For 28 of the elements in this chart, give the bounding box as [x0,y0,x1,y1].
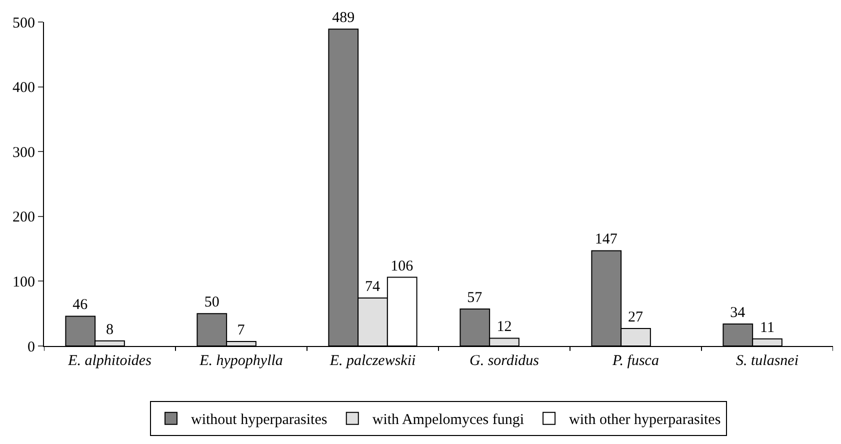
y-tick-label: 0 [28,339,35,356]
data-label: 11 [760,320,774,336]
legend-label: with other hyperparasites [569,412,721,428]
data-label: 50 [204,294,220,311]
y-tick-label: 500 [12,15,35,32]
data-label: 12 [496,319,512,336]
data-label: 7 [237,322,246,338]
legend-label: with Ampelomyces fungi [372,412,524,428]
data-label: 106 [390,258,414,274]
data-label: 147 [594,232,618,248]
y-tick-label: 300 [12,144,35,161]
y-tick-label: 200 [12,210,35,226]
x-tick-label: P. fusca [612,353,659,369]
x-tick-label: S. tulasnei [736,353,798,369]
data-label: 46 [72,297,88,314]
x-tick-label: G. sordidus [470,353,540,369]
y-tick-label: 100 [12,274,35,290]
x-tick-label: E. palczewskii [328,353,416,369]
data-label: 57 [467,290,483,306]
data-label: 8 [106,322,114,338]
legend-label: without hyperparasites [191,412,328,428]
data-label: 74 [365,279,380,296]
data-label: 27 [628,310,644,326]
data-label: 34 [730,304,746,321]
x-tick-label: E. alphitoides [67,353,152,369]
data-label: 489 [332,10,355,26]
x-tick-label: E. hypophylla [198,353,283,369]
y-tick-label: 400 [12,80,35,96]
